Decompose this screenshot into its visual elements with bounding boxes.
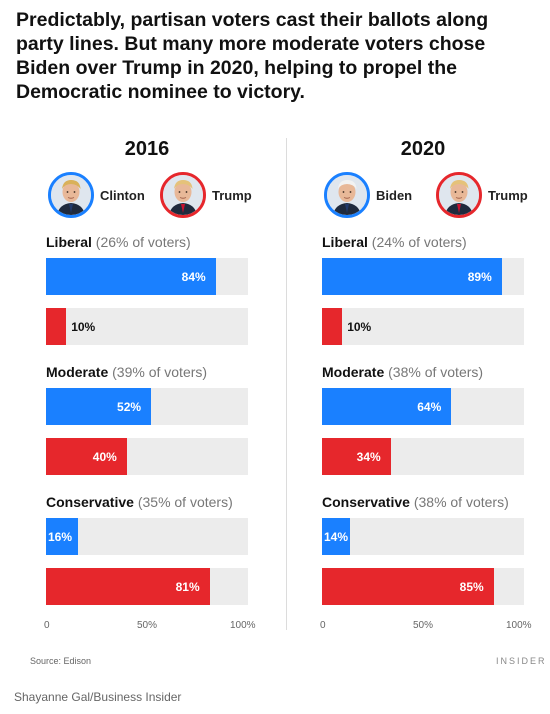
candidate-name: Trump: [212, 187, 252, 203]
insider-logo: INSIDER: [496, 656, 547, 666]
bar-value-label: 34%: [356, 449, 381, 464]
bar-dem-liberal: [46, 258, 216, 295]
clinton-portrait-icon: [48, 172, 94, 218]
bar-value-label: 10%: [347, 319, 372, 334]
candidate-trump: Trump: [160, 172, 252, 218]
group-label-liberal: Liberal (26% of voters): [46, 234, 191, 250]
x-tick-label: 100%: [230, 620, 256, 631]
group-label-liberal: Liberal (24% of voters): [322, 234, 467, 250]
bar-dem-moderate: [46, 388, 152, 425]
panel-year-title: 2020: [400, 138, 446, 160]
bar-value-label: 89%: [467, 269, 492, 284]
bar-track: 10%: [322, 308, 524, 345]
bar-track: 52%: [46, 388, 248, 425]
group-name: Moderate: [46, 364, 109, 380]
bar-value-label: 10%: [71, 319, 96, 334]
x-tick-label: 100%: [506, 620, 532, 631]
group-name: Conservative: [46, 494, 134, 510]
bar-value-label: 64%: [417, 399, 442, 414]
panel-2016: 2016 Clinton Trump Liberal (26% of voters)…: [44, 130, 266, 631]
group-name: Moderate: [322, 364, 385, 380]
x-tick-label: 0: [44, 620, 50, 631]
group-label-moderate: Moderate (39% of voters): [46, 364, 207, 380]
panel-year-title: 2016: [124, 138, 170, 160]
bar-track: 10%: [46, 308, 248, 345]
group-share: (24% of voters): [371, 234, 467, 250]
panel-2020: 2020 Biden Trump Liberal (24% of voters) 89…: [320, 130, 542, 631]
bar-value-label: 52%: [117, 399, 142, 414]
bar-track: 14%: [322, 518, 524, 555]
candidate-name: Biden: [376, 187, 413, 203]
group-label-conservative: Conservative (35% of voters): [46, 494, 233, 510]
bar-track: 64%: [322, 388, 524, 425]
bar-track: 81%: [46, 568, 248, 605]
headline: Predictably, partisan voters cast their …: [16, 9, 489, 103]
group-label-moderate: Moderate (38% of voters): [322, 364, 483, 380]
group-share: (38% of voters): [388, 364, 484, 380]
bar-track: 89%: [322, 258, 524, 295]
group-share: (39% of voters): [112, 364, 208, 380]
bar-value-label: 81%: [175, 579, 200, 594]
candidate-name: Trump: [488, 187, 528, 203]
bar-value-label: 84%: [181, 269, 206, 284]
bar-track: 16%: [46, 518, 248, 555]
group-share: (26% of voters): [95, 234, 191, 250]
group-name: Liberal: [46, 234, 92, 250]
trump-portrait-icon: [160, 172, 206, 218]
bar-track: 40%: [46, 438, 248, 475]
source-note: Source: Edison: [30, 656, 92, 666]
x-tick-label: 0: [320, 620, 326, 631]
bar-track: 85%: [322, 568, 524, 605]
group-name: Liberal: [322, 234, 368, 250]
bar-dem-conservative: [46, 518, 79, 555]
candidate-biden: Biden: [324, 172, 412, 218]
bar-value-label: 14%: [324, 529, 349, 544]
candidate-trump: Trump: [436, 172, 528, 218]
bar-rep-conservative: [322, 568, 494, 605]
trump-portrait-icon: [436, 172, 482, 218]
panel-divider: [286, 138, 287, 630]
bar-rep-moderate: [46, 438, 127, 475]
bar-track: 34%: [322, 438, 524, 475]
x-tick-label: 50%: [413, 620, 434, 631]
candidate-name: Clinton: [100, 187, 145, 203]
group-label-conservative: Conservative (38% of voters): [322, 494, 509, 510]
bar-rep-liberal: [322, 308, 343, 345]
bar-track: 84%: [46, 258, 248, 295]
bar-value-label: 40%: [92, 449, 117, 464]
group-share: (38% of voters): [413, 494, 509, 510]
group-share: (35% of voters): [137, 494, 233, 510]
biden-portrait-icon: [324, 172, 370, 218]
bar-dem-moderate: [322, 388, 452, 425]
bar-dem-conservative: [322, 518, 351, 555]
x-tick-label: 50%: [137, 620, 158, 631]
candidate-clinton: Clinton: [48, 172, 145, 218]
bar-rep-moderate: [322, 438, 391, 475]
bar-rep-liberal: [46, 308, 67, 345]
bar-value-label: 16%: [48, 529, 73, 544]
bar-value-label: 85%: [459, 579, 484, 594]
bar-rep-conservative: [46, 568, 210, 605]
group-name: Conservative: [322, 494, 410, 510]
bar-dem-liberal: [322, 258, 502, 295]
photo-credit: Shayanne Gal/Business Insider: [14, 690, 182, 704]
